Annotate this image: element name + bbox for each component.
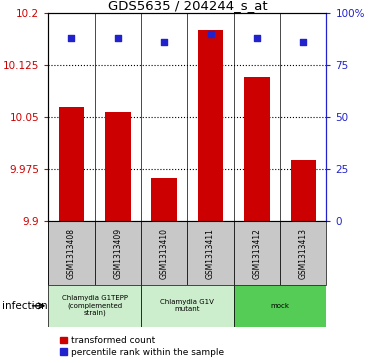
Text: GSM1313411: GSM1313411 [206, 228, 215, 279]
Bar [59, 107, 84, 221]
Text: GSM1313409: GSM1313409 [113, 228, 122, 279]
Bar [290, 160, 316, 221]
Point [69, 35, 75, 41]
Text: GSM1313408: GSM1313408 [67, 228, 76, 279]
Bar [234, 285, 326, 327]
Bar [105, 111, 131, 221]
Text: Chlamydia G1V
mutant: Chlamydia G1V mutant [160, 299, 214, 312]
Point [301, 39, 306, 45]
Title: GDS5635 / 204244_s_at: GDS5635 / 204244_s_at [108, 0, 267, 12]
Text: GSM1313412: GSM1313412 [252, 228, 262, 279]
Text: GSM1313410: GSM1313410 [160, 228, 169, 279]
Text: Chlamydia G1TEPP
(complemented
strain): Chlamydia G1TEPP (complemented strain) [62, 295, 128, 316]
Text: mock: mock [270, 303, 290, 309]
Bar [234, 221, 280, 285]
Point [254, 35, 260, 41]
Bar [48, 221, 95, 285]
Bar [280, 221, 326, 285]
Point [161, 39, 167, 45]
Point [208, 30, 214, 36]
Bar [48, 285, 141, 327]
Text: infection: infection [2, 301, 47, 311]
Bar [244, 77, 270, 221]
Bar [95, 221, 141, 285]
Bar [141, 285, 234, 327]
Bar [151, 178, 177, 221]
Bar [198, 30, 223, 221]
Point [115, 35, 121, 41]
Bar [187, 221, 234, 285]
Bar [141, 221, 187, 285]
Legend: transformed count, percentile rank within the sample: transformed count, percentile rank withi… [60, 336, 224, 357]
Text: GSM1313413: GSM1313413 [299, 228, 308, 279]
